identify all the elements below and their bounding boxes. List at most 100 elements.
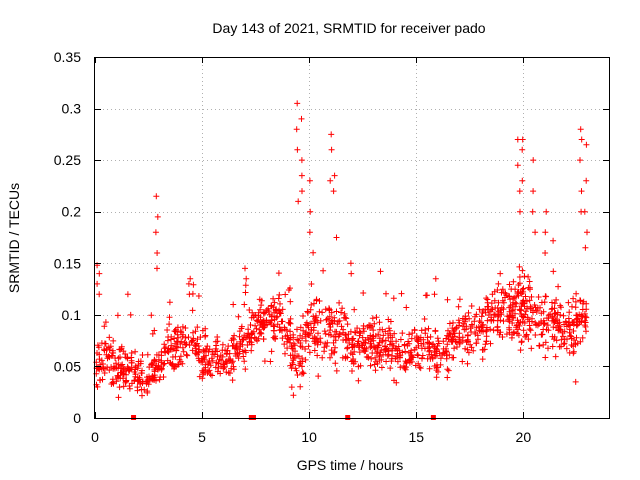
data-point bbox=[424, 334, 431, 341]
data-point bbox=[267, 358, 274, 365]
data-point bbox=[366, 322, 372, 329]
data-point bbox=[122, 367, 129, 374]
data-point bbox=[476, 318, 483, 324]
data-point bbox=[168, 342, 175, 349]
data-point bbox=[171, 335, 178, 342]
data-point bbox=[536, 342, 543, 349]
data-point bbox=[497, 309, 504, 316]
data-point bbox=[188, 339, 195, 346]
data-point bbox=[565, 321, 572, 328]
data-point bbox=[550, 268, 557, 275]
data-point bbox=[328, 347, 335, 354]
data-point bbox=[532, 332, 539, 338]
data-point bbox=[327, 177, 334, 184]
data-point bbox=[307, 320, 314, 327]
data-point bbox=[132, 348, 139, 355]
data-point bbox=[383, 290, 389, 297]
data-point bbox=[302, 356, 309, 363]
data-point bbox=[109, 376, 116, 383]
data-point bbox=[278, 318, 285, 325]
data-point bbox=[560, 333, 566, 340]
data-point bbox=[411, 327, 418, 334]
data-point bbox=[141, 386, 148, 393]
data-point bbox=[112, 355, 119, 361]
data-point bbox=[450, 319, 456, 326]
data-point bbox=[306, 349, 313, 356]
data-point bbox=[435, 340, 442, 347]
data-point bbox=[245, 326, 252, 333]
data-point bbox=[459, 358, 466, 365]
data-point bbox=[183, 351, 190, 358]
data-point bbox=[268, 317, 275, 324]
data-point bbox=[268, 348, 275, 355]
data-point bbox=[572, 378, 579, 385]
data-point bbox=[470, 347, 477, 354]
data-point bbox=[476, 327, 483, 334]
data-point bbox=[312, 335, 319, 342]
data-point bbox=[110, 337, 117, 344]
data-point bbox=[331, 172, 338, 179]
data-point bbox=[277, 300, 283, 307]
data-point bbox=[152, 229, 159, 236]
data-point bbox=[429, 354, 436, 361]
data-point bbox=[434, 364, 441, 371]
y-tick-label: 0.2 bbox=[62, 204, 82, 220]
data-point bbox=[292, 365, 299, 372]
data-point bbox=[172, 353, 179, 360]
data-point bbox=[139, 352, 146, 358]
data-point bbox=[520, 327, 527, 334]
data-point bbox=[397, 336, 404, 343]
data-point bbox=[343, 315, 350, 322]
data-point bbox=[265, 305, 272, 312]
data-point bbox=[271, 299, 278, 306]
data-point bbox=[576, 311, 583, 318]
data-point bbox=[299, 344, 306, 351]
data-point bbox=[115, 373, 122, 380]
data-point bbox=[408, 335, 415, 342]
data-point bbox=[386, 341, 393, 348]
data-point bbox=[475, 323, 482, 330]
data-point bbox=[467, 325, 474, 332]
y-tick-label: 0.1 bbox=[62, 307, 82, 323]
data-point bbox=[345, 335, 352, 342]
data-point bbox=[215, 360, 222, 367]
x-tick-label: 10 bbox=[301, 429, 317, 445]
data-point bbox=[139, 392, 145, 399]
data-point bbox=[583, 314, 590, 321]
data-point bbox=[482, 309, 489, 316]
data-point bbox=[389, 352, 396, 359]
data-point bbox=[356, 349, 363, 356]
data-point bbox=[253, 325, 260, 332]
data-point bbox=[375, 331, 382, 338]
data-point bbox=[164, 357, 171, 364]
data-point bbox=[406, 331, 413, 338]
data-point bbox=[260, 309, 267, 316]
data-point bbox=[513, 300, 520, 307]
data-point bbox=[443, 335, 450, 342]
data-point bbox=[214, 338, 221, 345]
data-point bbox=[214, 368, 221, 375]
data-point bbox=[497, 329, 504, 336]
data-point bbox=[302, 337, 309, 344]
data-point bbox=[522, 308, 529, 315]
data-point bbox=[514, 162, 521, 169]
data-point bbox=[222, 347, 229, 354]
data-point bbox=[572, 340, 579, 347]
data-point bbox=[506, 281, 513, 288]
y-tick-label: 0 bbox=[73, 410, 81, 426]
data-point bbox=[497, 317, 504, 324]
data-point bbox=[489, 291, 496, 298]
data-point bbox=[371, 361, 378, 368]
data-point bbox=[500, 318, 507, 325]
data-point bbox=[398, 290, 405, 297]
data-point bbox=[195, 293, 202, 299]
data-point bbox=[177, 341, 184, 347]
data-point bbox=[270, 295, 277, 302]
data-point bbox=[354, 325, 361, 332]
data-point bbox=[332, 360, 339, 367]
data-point bbox=[397, 364, 404, 371]
data-point bbox=[100, 361, 106, 367]
data-point bbox=[473, 311, 480, 318]
data-point bbox=[522, 293, 529, 300]
data-point bbox=[583, 177, 590, 184]
